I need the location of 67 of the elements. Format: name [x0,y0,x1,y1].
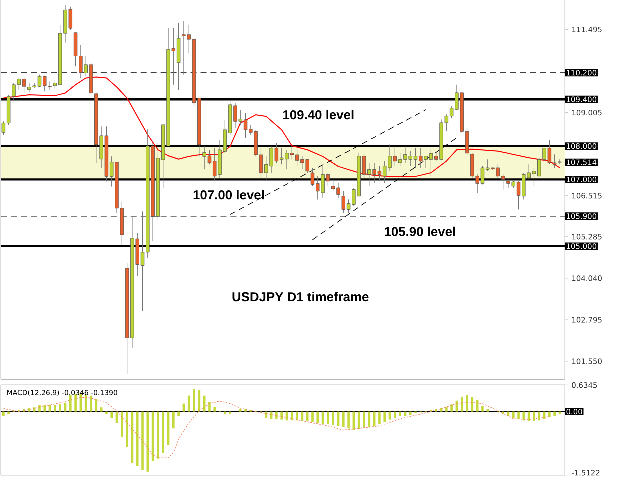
bar [399,412,402,416]
bar [142,412,144,470]
bar [38,406,41,412]
bar [368,412,371,427]
bar [342,412,345,427]
bar [59,404,62,412]
bar [512,412,515,418]
bar [280,412,283,420]
bar [394,412,396,418]
bar [446,407,448,412]
bar [327,412,330,424]
bar [110,412,114,418]
bar [54,406,56,412]
bar [74,394,77,412]
bar [90,396,92,412]
bar [95,399,98,412]
bar [193,389,196,412]
bar [533,412,536,422]
bar [214,407,216,412]
bar [363,412,366,428]
bar [316,412,320,424]
bar [348,412,350,429]
text: USDJPY D1 timeframe [232,292,369,302]
bar [229,412,232,414]
bar [224,412,226,414]
bar [482,406,484,412]
bar [157,412,160,459]
bar [460,398,464,412]
bar [265,412,268,418]
bar [136,412,139,466]
bar [100,408,103,412]
bar [276,412,278,419]
bar [178,412,180,416]
annotation: 105.90 level [385,226,456,236]
bar [172,412,175,429]
bar [120,412,124,438]
bar [378,412,381,424]
bar [106,412,108,414]
bar [44,406,46,412]
bar [409,412,412,416]
bar [384,412,386,422]
bar [332,412,335,426]
bar [538,412,541,421]
annotation: 107.00 level [194,190,264,200]
bar [554,412,556,416]
bar [296,412,298,421]
bar [84,395,88,412]
bar [208,402,211,412]
annotation: 109.40 level [284,110,354,120]
bar [518,412,520,419]
bar [2,412,5,416]
bar [486,409,490,412]
bar [188,396,190,412]
line-series [3,397,550,458]
bar [466,395,468,412]
candlestick [48,81,52,90]
bar [312,412,314,422]
bar [69,395,72,412]
bar [239,409,242,412]
bar [162,412,165,454]
bar [23,409,26,412]
bar [548,412,551,418]
bar [290,412,294,421]
bar [8,412,10,414]
bar [450,404,453,412]
bar [126,412,128,448]
bar [358,412,360,430]
